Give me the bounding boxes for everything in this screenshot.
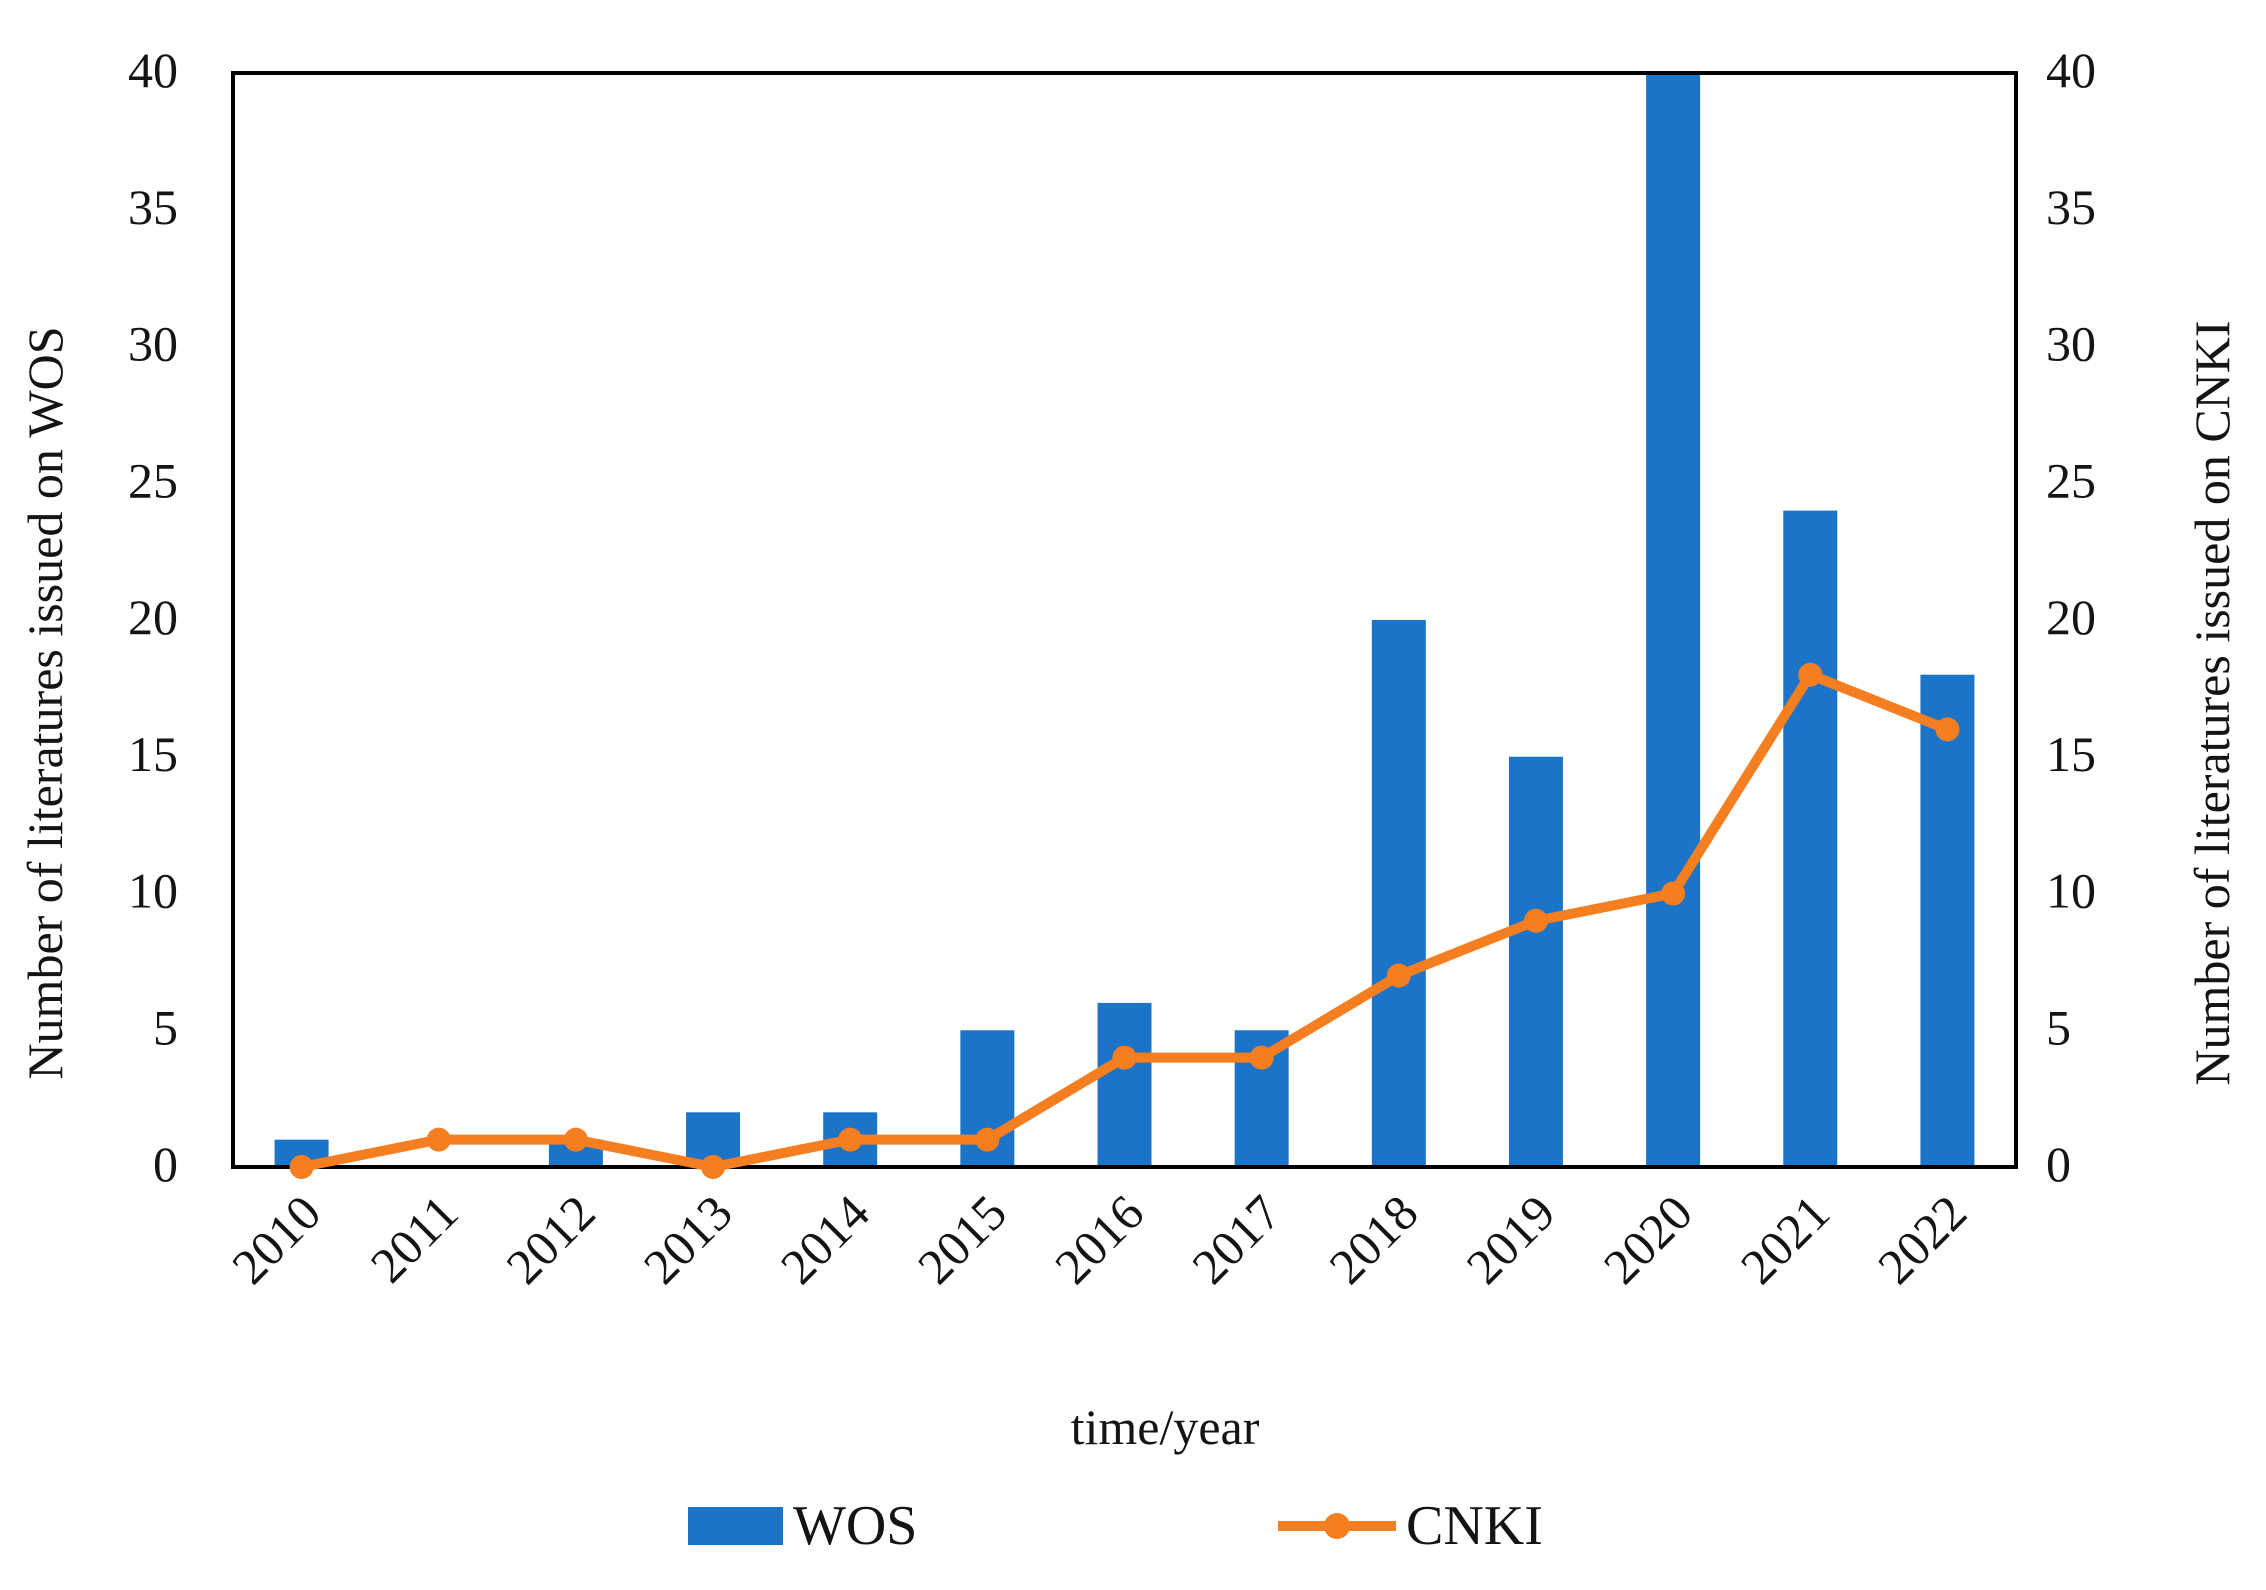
line-point-2012 (563, 1127, 588, 1152)
left-axis-tick-15: 15 (128, 726, 178, 782)
legend-item-wos: WOS (688, 1496, 917, 1556)
line-point-2021 (1798, 662, 1823, 687)
right-axis-title: Number of literatures issued on CNKI (2184, 320, 2240, 1086)
line-point-2015 (975, 1127, 1000, 1152)
right-axis-tick-10: 10 (2046, 863, 2096, 919)
right-axis-tick-40: 40 (2046, 42, 2096, 98)
right-axis-tick-5: 5 (2046, 999, 2071, 1055)
x-tick-2016: 2016 (1044, 1184, 1154, 1294)
legend-cnki-label: CNKI (1406, 1495, 1543, 1557)
left-axis-title: Number of literatures issued on WOS (17, 326, 73, 1080)
right-axis-tick-15: 15 (2046, 726, 2096, 782)
x-tick-2015: 2015 (907, 1184, 1017, 1294)
left-axis-tick-40: 40 (128, 42, 178, 98)
right-axis-tick-35: 35 (2046, 179, 2096, 235)
x-tick-2013: 2013 (633, 1184, 743, 1294)
legend-wos-label: WOS (793, 1495, 918, 1557)
x-tick-2017: 2017 (1181, 1184, 1291, 1294)
right-axis-tick-25: 25 (2046, 452, 2096, 508)
x-tick-2010: 2010 (221, 1184, 331, 1294)
legend-cnki-marker-icon (1324, 1513, 1350, 1539)
bar-2022 (1920, 674, 1975, 1167)
left-axis-tick-0: 0 (153, 1136, 178, 1192)
x-tick-2020: 2020 (1593, 1184, 1703, 1294)
left-axis-tick-20: 20 (128, 589, 178, 645)
left-axis-tick-35: 35 (128, 179, 178, 235)
line-point-2022 (1935, 717, 1960, 742)
x-tick-2021: 2021 (1730, 1184, 1840, 1294)
line-point-2019 (1523, 908, 1548, 933)
x-tick-2022: 2022 (1867, 1184, 1977, 1294)
line-point-2011 (426, 1127, 451, 1152)
right-axis-tick-20: 20 (2046, 589, 2096, 645)
left-axis-tick-5: 5 (153, 999, 178, 1055)
legend-item-cnki: CNKI (1278, 1496, 1543, 1556)
line-point-2016 (1112, 1045, 1137, 1070)
x-tick-2011: 2011 (360, 1184, 469, 1293)
left-axis-tick-10: 10 (128, 863, 178, 919)
left-axis-tick-25: 25 (128, 452, 178, 508)
left-axis-tick-30: 30 (128, 316, 178, 372)
bar-2020 (1646, 73, 1701, 1167)
x-tick-2018: 2018 (1318, 1184, 1428, 1294)
right-axis-tick-30: 30 (2046, 316, 2096, 372)
line-point-2010 (289, 1155, 314, 1179)
bar-2018 (1371, 620, 1426, 1167)
line-point-2013 (701, 1155, 726, 1179)
right-axis-tick-0: 0 (2046, 1136, 2071, 1192)
bar-2016 (1097, 1002, 1152, 1167)
line-point-2014 (838, 1127, 863, 1152)
line-point-2020 (1661, 881, 1686, 906)
legend-wos-bar-swatch (688, 1507, 783, 1545)
x-tick-2012: 2012 (495, 1184, 605, 1294)
line-point-2017 (1249, 1045, 1274, 1070)
bar-2021 (1783, 510, 1838, 1168)
legend-cnki-line-swatch (1278, 1507, 1396, 1545)
x-tick-2019: 2019 (1455, 1184, 1565, 1294)
plot-border (231, 71, 2018, 1169)
line-point-2018 (1386, 963, 1411, 988)
bar-2019 (1508, 756, 1563, 1167)
x-axis-title: time/year (1070, 1399, 1260, 1455)
x-tick-2014: 2014 (770, 1184, 880, 1294)
